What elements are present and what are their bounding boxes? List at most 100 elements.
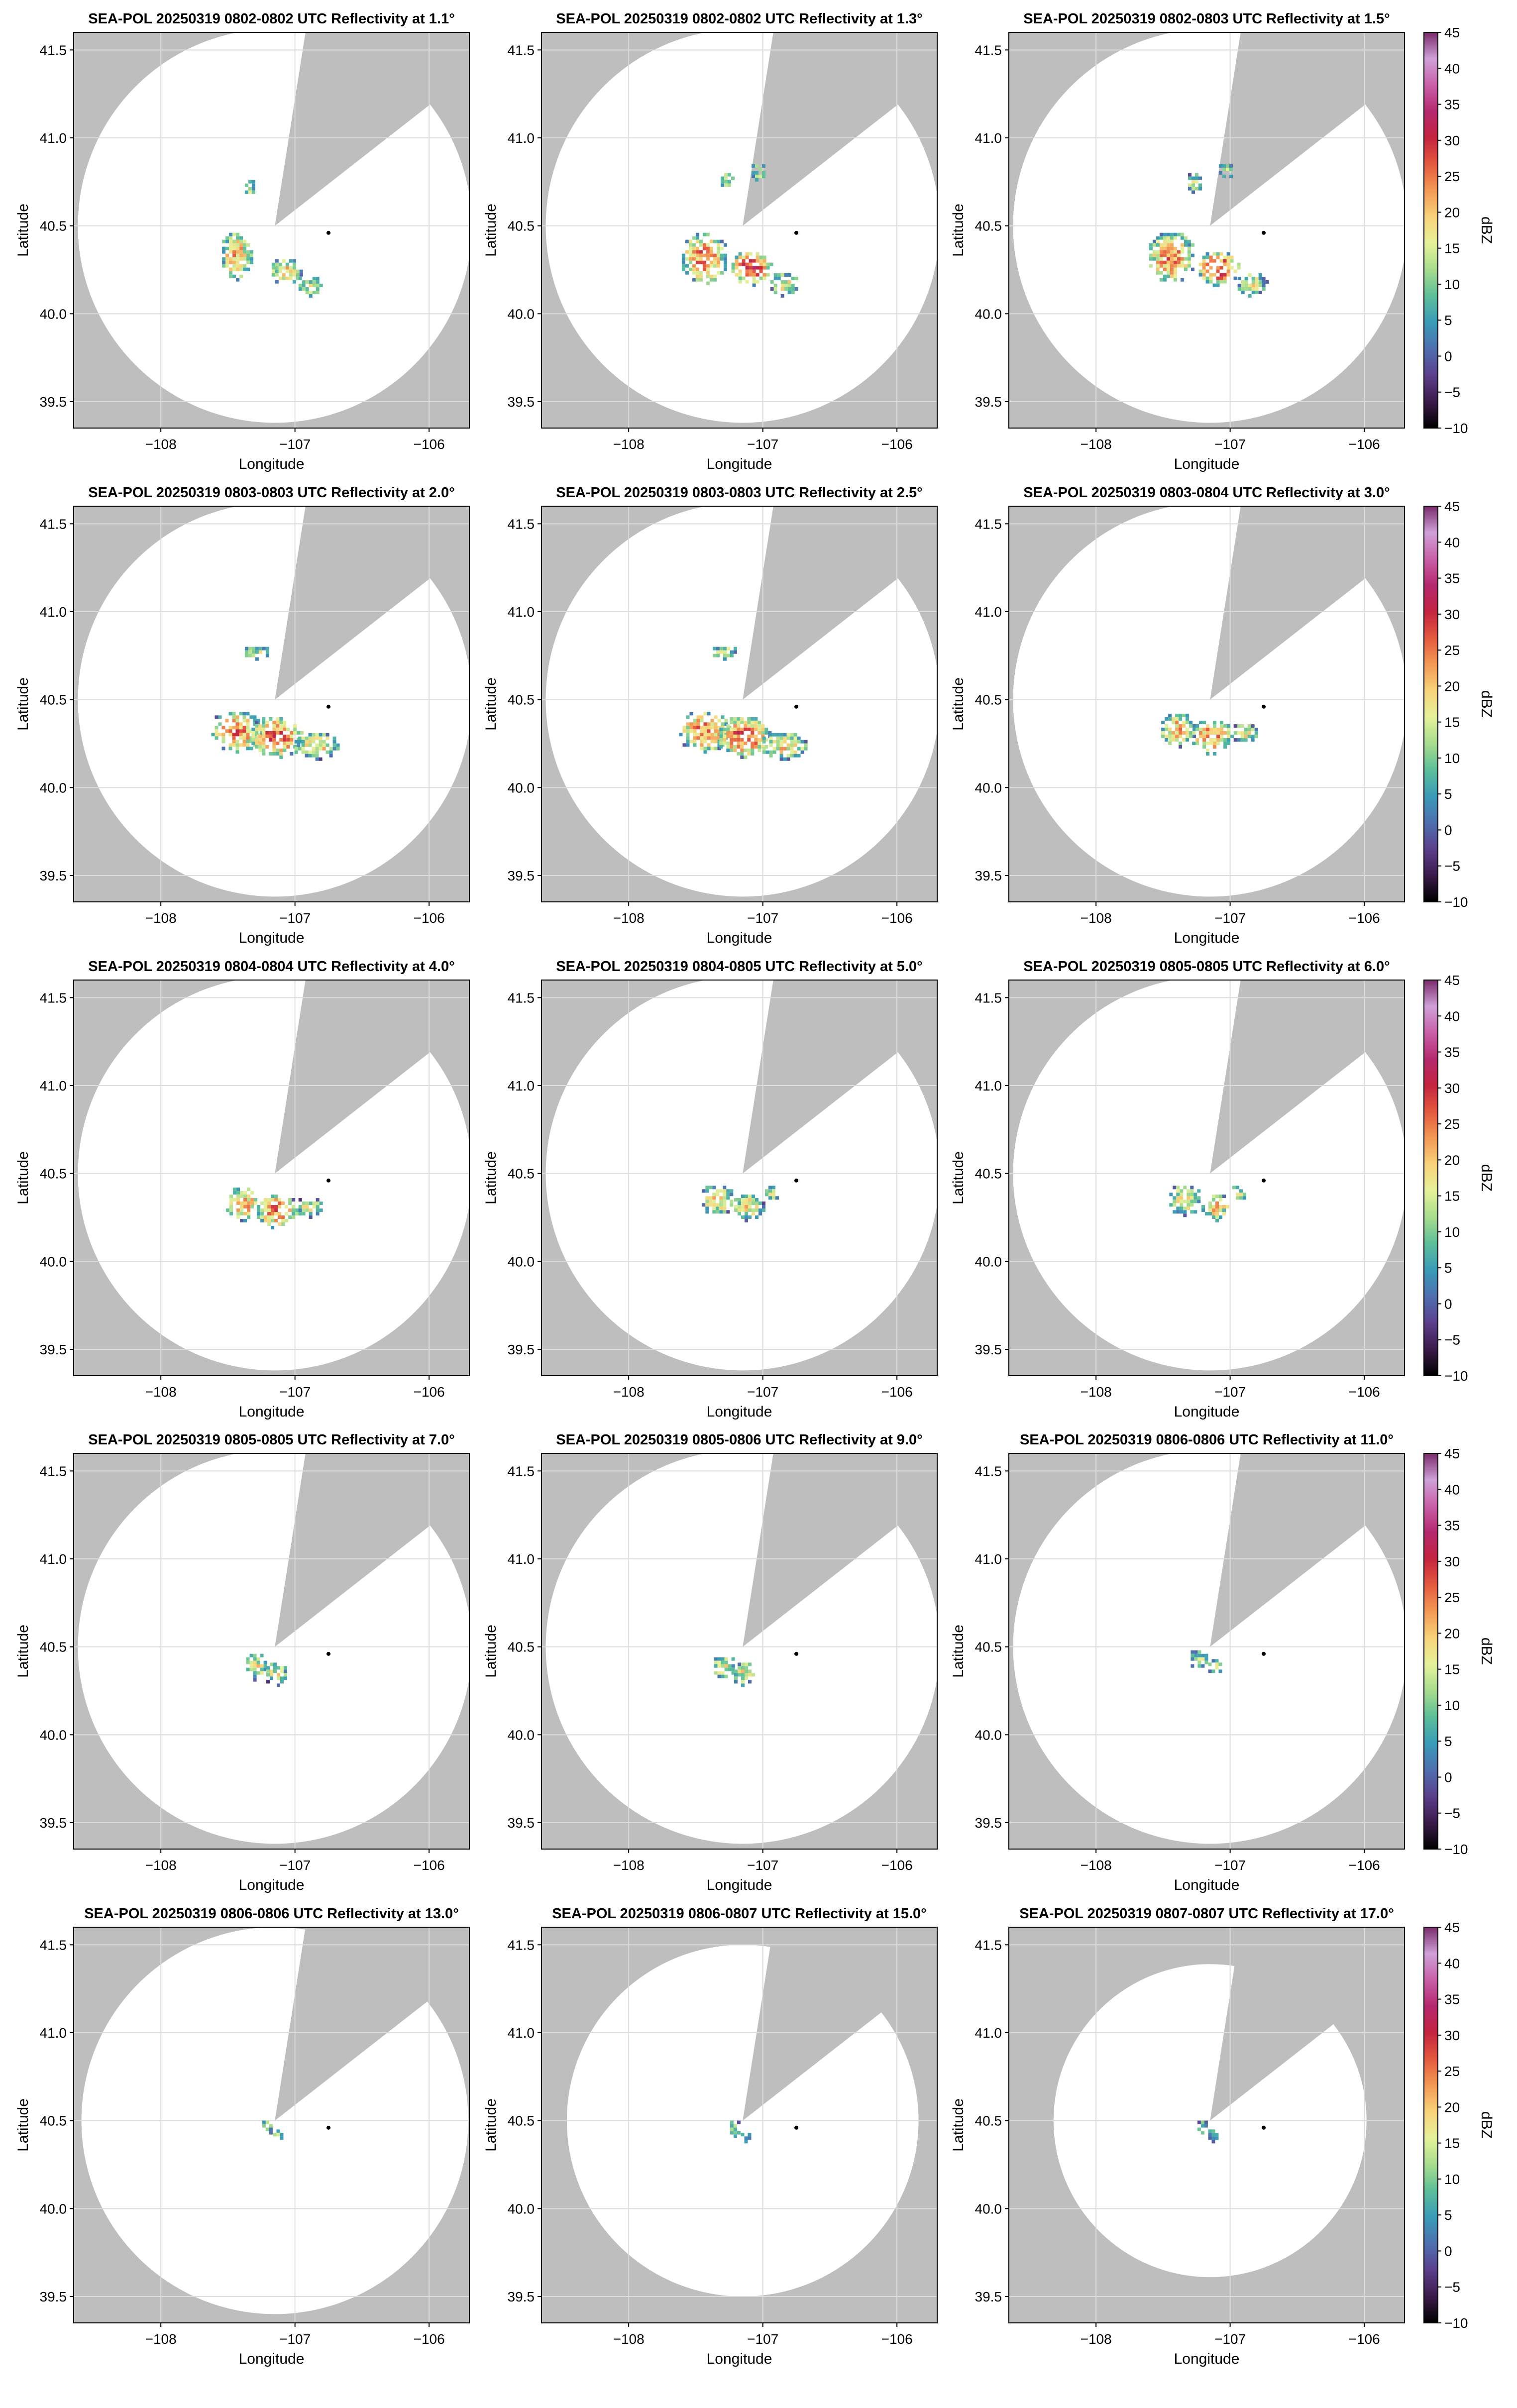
- echo-cell: [730, 717, 734, 721]
- echo-cell: [712, 1186, 716, 1190]
- panel-title: SEA-POL 20250319 0806-0807 UTC Reflectiv…: [552, 1906, 927, 1922]
- echo-cell: [716, 253, 720, 257]
- echo-cell: [749, 266, 753, 270]
- echo-cell: [1175, 734, 1179, 738]
- echo-cell: [759, 276, 763, 280]
- echo-cell: [239, 239, 243, 243]
- echo-cell: [296, 273, 300, 277]
- echo-cell: [679, 733, 683, 737]
- echo-cell: [749, 269, 753, 273]
- radar-coverage: [1013, 1453, 1405, 1844]
- echo-cell: [294, 750, 298, 754]
- colorbar-tick-label: 0: [1444, 822, 1452, 838]
- echo-cell: [240, 1218, 244, 1222]
- echo-cell: [716, 1210, 720, 1214]
- echo-cell: [1230, 735, 1234, 738]
- echo-cell: [1215, 2133, 1219, 2137]
- echo-cell: [233, 1191, 237, 1195]
- echo-cell: [741, 1683, 745, 1687]
- echo-cell: [1175, 713, 1179, 717]
- echo-cell: [717, 1657, 721, 1661]
- echo-cell: [284, 1673, 287, 1677]
- echo-cell: [756, 255, 759, 259]
- echo-cell: [1170, 250, 1174, 254]
- echo-cell: [779, 743, 783, 747]
- echo-cell: [286, 745, 290, 749]
- echo-cell: [719, 727, 723, 731]
- echo-cell: [759, 259, 763, 263]
- echo-cell: [301, 747, 305, 751]
- colorbar-tick-label: −10: [1444, 1368, 1468, 1384]
- x-tick-label: −107: [1214, 437, 1246, 452]
- echo-cell: [253, 1678, 257, 1682]
- echo-cell: [242, 733, 246, 737]
- y-tick-label: 40.5: [508, 2113, 535, 2129]
- echo-cell: [1251, 738, 1255, 742]
- echo-cell: [738, 1669, 741, 1673]
- echo-cell: [745, 1666, 748, 1670]
- echo-cell: [734, 1676, 738, 1680]
- echo-cell: [1187, 257, 1191, 261]
- echo-cell: [1206, 728, 1210, 731]
- echo-cell: [1176, 1210, 1180, 1214]
- echo-cell: [787, 291, 791, 294]
- y-tick-label: 39.5: [508, 394, 535, 410]
- echo-cell: [1172, 731, 1176, 735]
- echo-cell: [772, 1193, 775, 1197]
- echo-cell: [754, 741, 758, 745]
- colorbar-tick-label: −5: [1444, 2280, 1460, 2295]
- echo-cell: [754, 720, 758, 724]
- echo-cell: [1163, 278, 1167, 282]
- echo-cell: [1197, 2120, 1201, 2124]
- echo-cell: [1192, 180, 1195, 184]
- echo-cell: [714, 726, 718, 730]
- x-tick-label: −107: [747, 1858, 778, 1873]
- echo-cell: [733, 734, 737, 738]
- colorbar-gradient: [1423, 506, 1438, 902]
- echo-cell: [225, 729, 229, 733]
- echo-cell: [254, 1198, 258, 1202]
- echo-cell: [700, 729, 704, 733]
- colorbar-tick-label: 40: [1444, 1008, 1460, 1024]
- echo-cell: [707, 729, 711, 733]
- echo-cell: [271, 1195, 275, 1198]
- echo-cell: [258, 727, 262, 731]
- echo-cell: [276, 731, 280, 735]
- echo-cell: [309, 1208, 313, 1212]
- echo-cell: [759, 255, 763, 259]
- echo-cell: [228, 729, 232, 733]
- echo-cell: [275, 269, 279, 273]
- colorbar-tick-label: 5: [1444, 313, 1452, 328]
- echo-cell: [705, 1186, 709, 1190]
- echo-cell: [745, 1215, 748, 1219]
- echo-cell: [702, 1203, 706, 1207]
- echo-cell: [1149, 264, 1153, 268]
- echo-cell: [1206, 731, 1210, 735]
- echo-cell: [688, 243, 692, 247]
- echo-cell: [716, 257, 720, 261]
- colorbar-tick-label: 45: [1444, 973, 1460, 988]
- echo-cell: [733, 731, 737, 735]
- echo-cell: [695, 236, 699, 240]
- echo-cell: [1220, 728, 1224, 731]
- echo-cell: [712, 1210, 716, 1214]
- y-tick-label: 40.5: [40, 1166, 67, 1182]
- reflectivity-echoes: [679, 647, 808, 761]
- echo-cell: [790, 736, 794, 740]
- echo-cell: [1213, 728, 1217, 731]
- echo-cell: [272, 724, 276, 728]
- reflectivity-echoes: [246, 1653, 287, 1687]
- echo-cell: [1206, 724, 1210, 728]
- echo-cell: [249, 1664, 253, 1668]
- echo-cell: [1187, 1193, 1191, 1197]
- echo-cell: [1165, 717, 1169, 721]
- echo-cell: [752, 174, 755, 178]
- echo-cell: [1152, 257, 1156, 261]
- echo-cell: [1195, 738, 1199, 742]
- echo-cell: [751, 724, 755, 728]
- echo-cell: [762, 1208, 765, 1212]
- echo-cell: [723, 243, 727, 247]
- echo-cell: [1208, 1212, 1212, 1215]
- echo-cell: [723, 1186, 727, 1190]
- echo-cell: [1213, 738, 1217, 742]
